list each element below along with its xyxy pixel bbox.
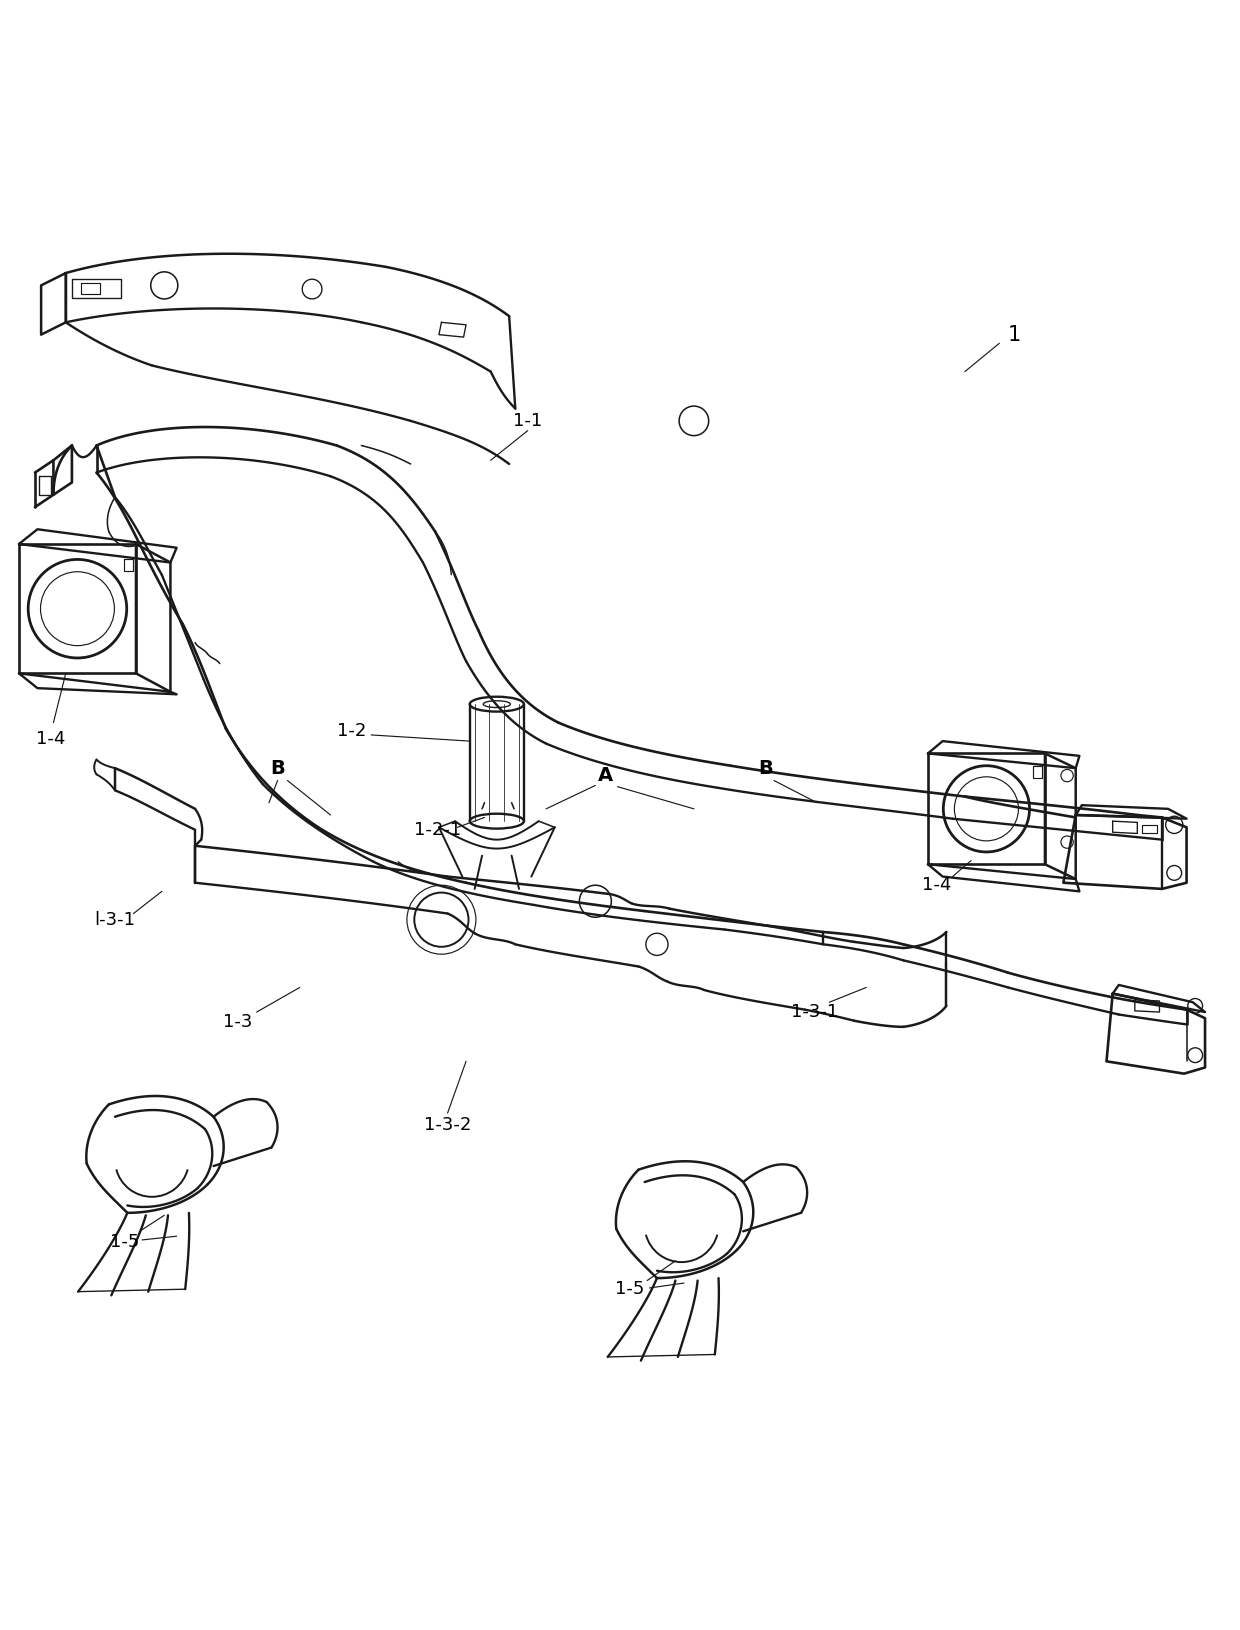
Text: l-3-1: l-3-1 bbox=[94, 911, 135, 929]
Text: 1-4: 1-4 bbox=[36, 730, 66, 748]
Text: B: B bbox=[758, 758, 773, 778]
Text: 1-3: 1-3 bbox=[223, 1012, 253, 1030]
Text: A: A bbox=[598, 766, 613, 786]
Text: 1-5: 1-5 bbox=[615, 1280, 645, 1297]
Text: 1-4: 1-4 bbox=[921, 877, 951, 895]
Text: 1: 1 bbox=[1008, 324, 1021, 344]
Text: 1-5: 1-5 bbox=[110, 1234, 140, 1252]
Text: B: B bbox=[270, 758, 285, 778]
Text: 1-3-2: 1-3-2 bbox=[424, 1117, 471, 1134]
Text: 1-1: 1-1 bbox=[513, 412, 542, 430]
Text: 1-2: 1-2 bbox=[337, 722, 366, 740]
Text: 1-2-1: 1-2-1 bbox=[414, 822, 461, 839]
Text: 1-3-1: 1-3-1 bbox=[791, 1002, 838, 1020]
